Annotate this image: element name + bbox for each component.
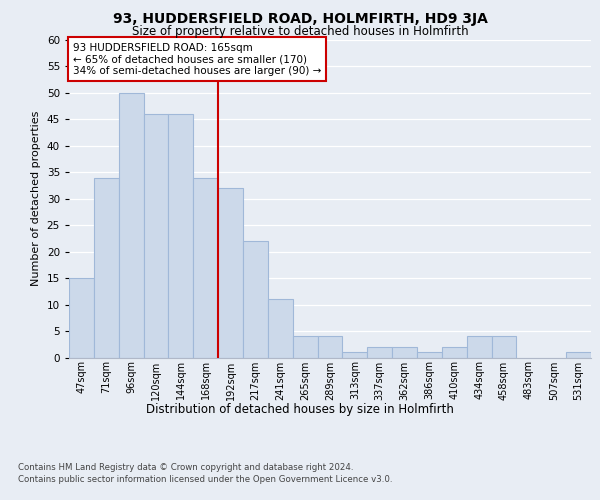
Bar: [143, 114, 169, 358]
Text: Contains HM Land Registry data © Crown copyright and database right 2024.: Contains HM Land Registry data © Crown c…: [18, 462, 353, 471]
Text: 93, HUDDERSFIELD ROAD, HOLMFIRTH, HD9 3JA: 93, HUDDERSFIELD ROAD, HOLMFIRTH, HD9 3J…: [113, 12, 487, 26]
Text: Size of property relative to detached houses in Holmfirth: Size of property relative to detached ho…: [131, 25, 469, 38]
Bar: [243, 241, 268, 358]
Bar: [566, 352, 591, 358]
Bar: [417, 352, 442, 358]
Text: Distribution of detached houses by size in Holmfirth: Distribution of detached houses by size …: [146, 402, 454, 415]
Bar: [69, 278, 94, 357]
Bar: [169, 114, 193, 358]
Bar: [367, 347, 392, 358]
Bar: [193, 178, 218, 358]
Text: Contains public sector information licensed under the Open Government Licence v3: Contains public sector information licen…: [18, 475, 392, 484]
Bar: [442, 347, 467, 358]
Y-axis label: Number of detached properties: Number of detached properties: [31, 111, 41, 286]
Bar: [317, 336, 343, 357]
Bar: [119, 93, 143, 357]
Bar: [218, 188, 243, 358]
Bar: [293, 336, 317, 357]
Text: 93 HUDDERSFIELD ROAD: 165sqm
← 65% of detached houses are smaller (170)
34% of s: 93 HUDDERSFIELD ROAD: 165sqm ← 65% of de…: [73, 42, 321, 76]
Bar: [392, 347, 417, 358]
Bar: [268, 300, 293, 358]
Bar: [94, 178, 119, 358]
Bar: [343, 352, 367, 358]
Bar: [467, 336, 491, 357]
Bar: [491, 336, 517, 357]
